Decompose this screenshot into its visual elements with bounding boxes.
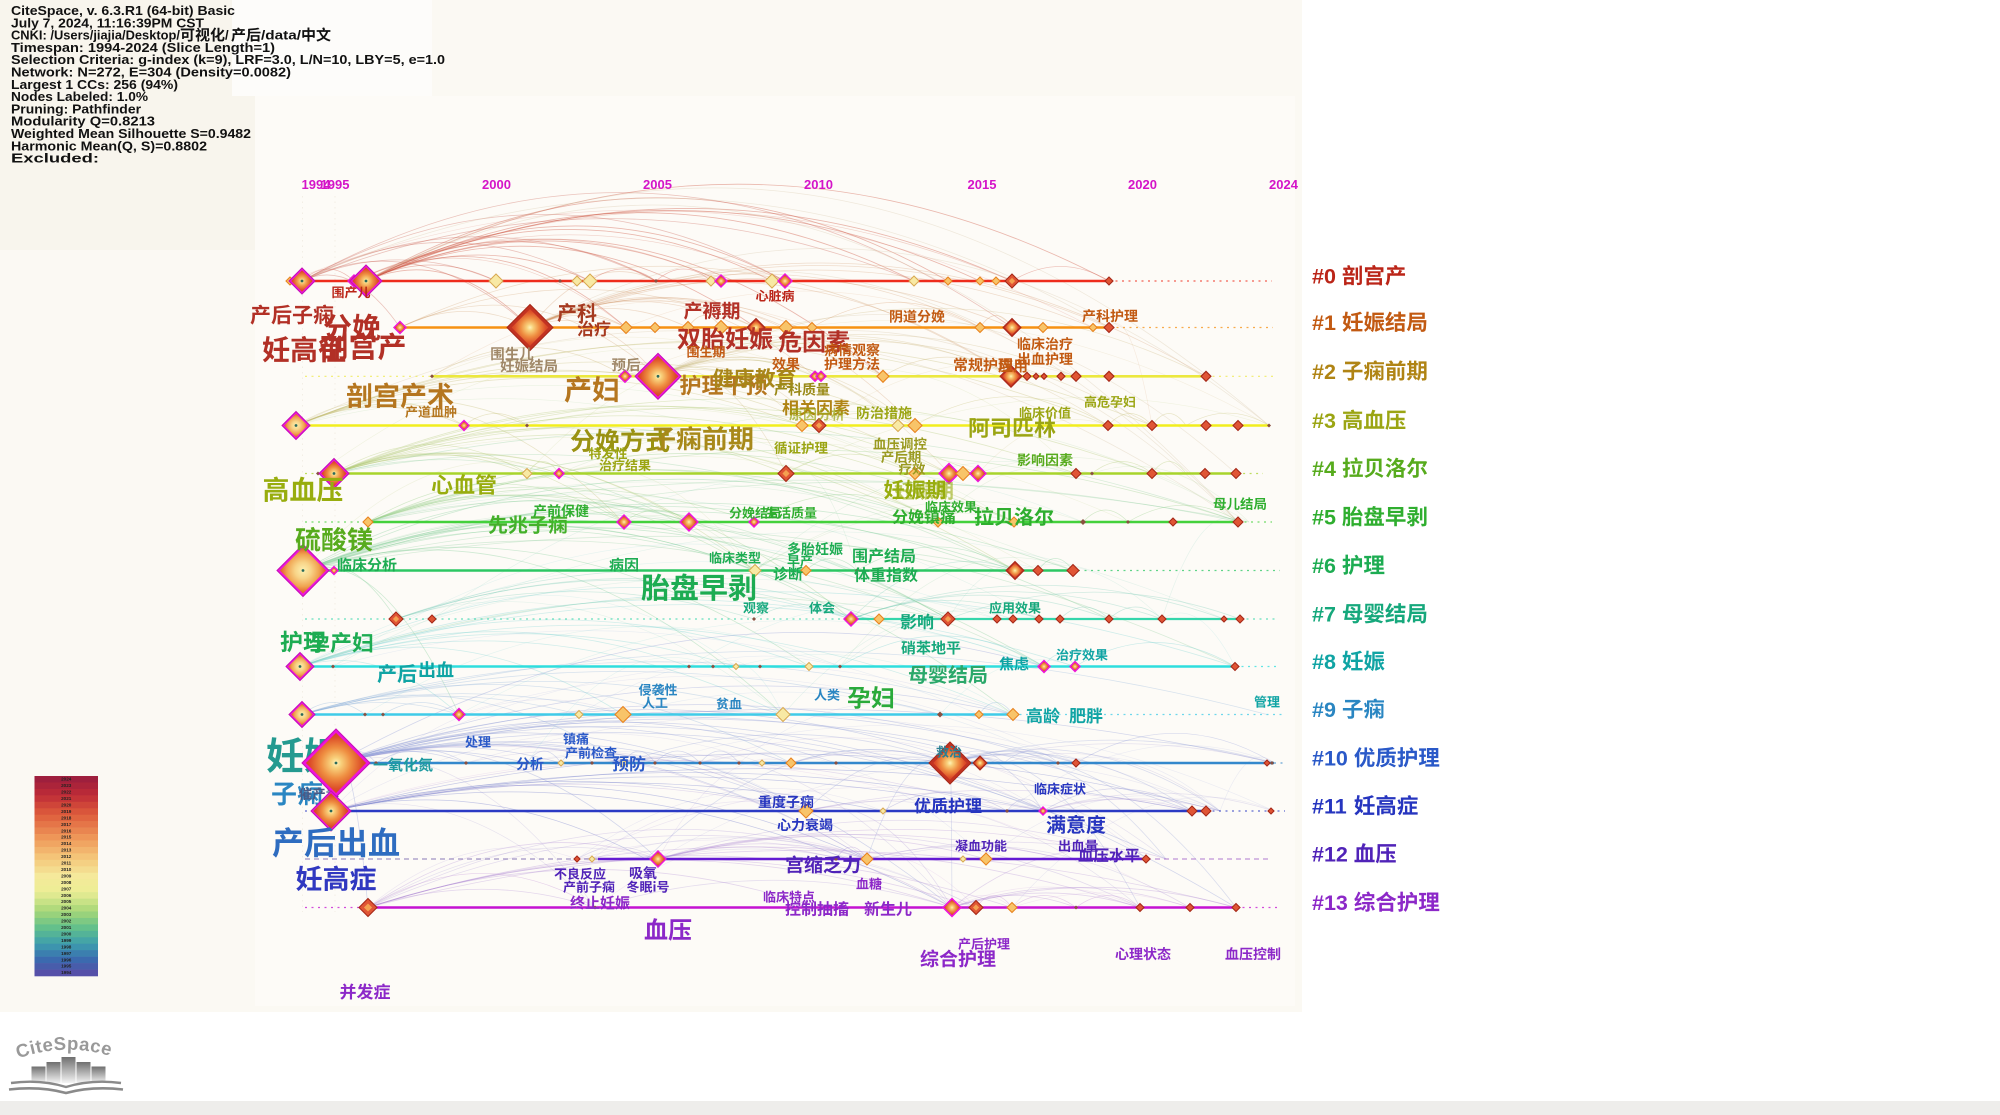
svg-text:2013: 2013 (61, 848, 72, 853)
svg-text:#13: #13 (1312, 891, 1348, 915)
svg-text:1995: 1995 (321, 177, 350, 192)
svg-text:2005: 2005 (643, 177, 672, 192)
svg-text:2016: 2016 (61, 828, 72, 833)
svg-text:2019: 2019 (61, 809, 72, 814)
svg-text:Weighted Mean Silhouette S=0.9: Weighted Mean Silhouette S=0.9482 (11, 126, 251, 141)
svg-text:1999: 1999 (61, 938, 72, 943)
svg-text:2010: 2010 (61, 867, 72, 872)
svg-text:1997: 1997 (61, 951, 72, 956)
svg-text:2020: 2020 (1128, 177, 1157, 192)
svg-text:#11: #11 (1312, 795, 1347, 819)
svg-text:2000: 2000 (61, 931, 72, 936)
svg-text:#12: #12 (1312, 843, 1348, 867)
svg-text:July 7, 2024, 11:16:39PM CST: July 7, 2024, 11:16:39PM CST (11, 15, 204, 30)
svg-text:1996: 1996 (61, 957, 72, 962)
svg-text:2015: 2015 (968, 177, 997, 192)
svg-text:2024: 2024 (61, 777, 72, 782)
svg-text:1998: 1998 (61, 944, 72, 949)
svg-text:Pruning: Pathfinder: Pruning: Pathfinder (11, 101, 141, 116)
svg-text:#3: #3 (1312, 409, 1336, 433)
svg-text:/data/: /data/ (261, 28, 301, 43)
svg-text:2001: 2001 (61, 925, 72, 930)
svg-text:#10: #10 (1312, 747, 1348, 771)
svg-text:2007: 2007 (61, 886, 72, 891)
svg-text:Largest 1 CCs: 256 (94%): Largest 1 CCs: 256 (94%) (11, 77, 178, 92)
svg-text:Excluded:: Excluded: (11, 151, 99, 166)
svg-text:Harmonic Mean(Q, S)=0.8802: Harmonic Mean(Q, S)=0.8802 (11, 138, 207, 153)
svg-text:2011: 2011 (61, 861, 71, 866)
svg-text:2017: 2017 (61, 822, 72, 827)
svg-text:#6: #6 (1312, 554, 1336, 578)
svg-text:Modularity Q=0.8213: Modularity Q=0.8213 (11, 114, 155, 129)
svg-text:Network: N=272, E=304 (Density: Network: N=272, E=304 (Density=0.0082) (11, 65, 291, 80)
svg-text:CNKI: /Users/jiajia/Desktop/: CNKI: /Users/jiajia/Desktop/ (11, 28, 180, 43)
svg-text:2020: 2020 (61, 802, 72, 807)
svg-text:2021: 2021 (61, 796, 72, 801)
svg-text:2014: 2014 (61, 841, 72, 846)
svg-text:#7: #7 (1312, 603, 1336, 627)
svg-text:2012: 2012 (61, 854, 72, 859)
svg-text:2008: 2008 (61, 880, 72, 885)
svg-text:CiteSpace, v. 6.3.R1 (64-bit): CiteSpace, v. 6.3.R1 (64-bit) Basic (11, 3, 235, 18)
svg-text:2002: 2002 (61, 919, 72, 924)
svg-text:/: / (225, 28, 229, 43)
svg-text:Selection Criteria: g-index (k: Selection Criteria: g-index (k=9), LRF=3… (11, 52, 445, 67)
svg-text:#1: #1 (1312, 311, 1336, 335)
svg-text:#8: #8 (1312, 650, 1336, 674)
svg-text:2006: 2006 (61, 893, 72, 898)
svg-text:2022: 2022 (61, 790, 72, 795)
svg-text:2005: 2005 (61, 899, 72, 904)
svg-text:#5: #5 (1312, 506, 1336, 530)
svg-text:#2: #2 (1312, 360, 1336, 384)
svg-text:#9: #9 (1312, 698, 1336, 722)
svg-text:1994: 1994 (302, 177, 332, 192)
svg-text:2010: 2010 (804, 177, 833, 192)
svg-text:1994: 1994 (61, 970, 72, 975)
svg-text:2024: 2024 (1269, 177, 1299, 192)
svg-text:Timespan: 1994-2024 (Slice Len: Timespan: 1994-2024 (Slice Length=1) (11, 40, 275, 55)
svg-text:2023: 2023 (61, 783, 72, 788)
svg-text:2000: 2000 (482, 177, 511, 192)
svg-text:2004: 2004 (61, 906, 72, 911)
svg-text:2015: 2015 (61, 835, 72, 840)
svg-text:2003: 2003 (61, 912, 72, 917)
svg-text:1995: 1995 (61, 964, 72, 969)
svg-text:2009: 2009 (61, 873, 72, 878)
svg-text:#0: #0 (1312, 265, 1336, 289)
svg-text:2018: 2018 (61, 815, 72, 820)
svg-text:Nodes Labeled: 1.0%: Nodes Labeled: 1.0% (11, 89, 148, 104)
svg-text:#4: #4 (1312, 457, 1336, 481)
